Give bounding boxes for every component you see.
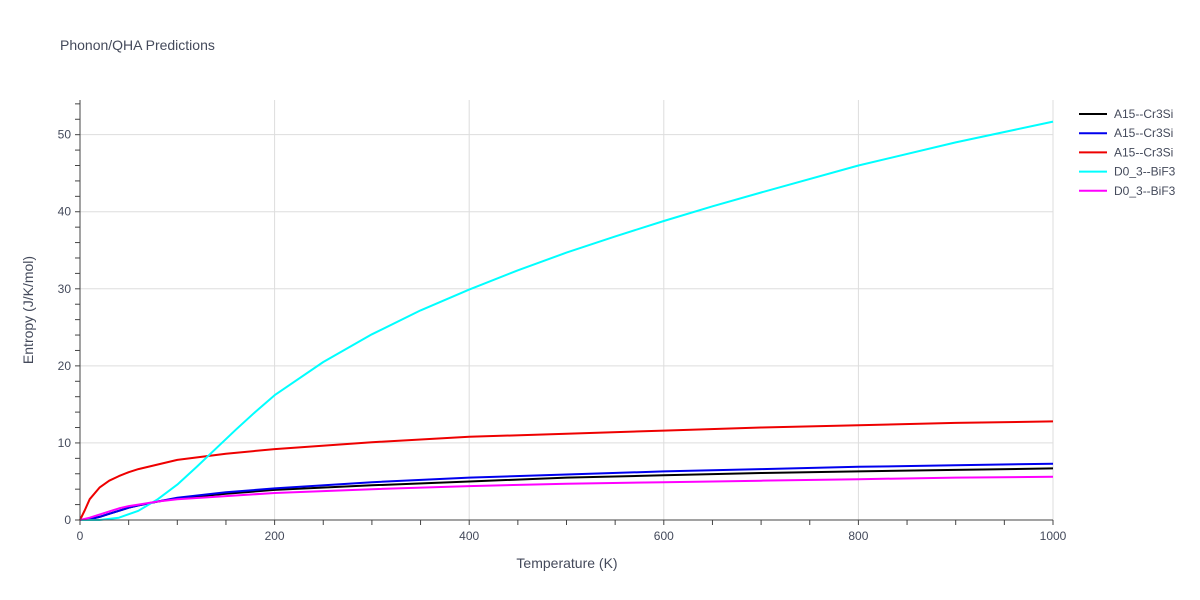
legend-item-2[interactable]: A15--Cr3Si xyxy=(1079,126,1173,140)
x-axis-title: Temperature (K) xyxy=(516,555,617,571)
y-tick-label: 20 xyxy=(58,359,72,373)
legend-label: A15--Cr3Si xyxy=(1114,145,1173,159)
legend-label: A15--Cr3Si xyxy=(1114,126,1173,140)
y-axis-title: Entropy (J/K/mol) xyxy=(20,256,36,364)
legend-item-1[interactable]: A15--Cr3Si xyxy=(1079,107,1173,121)
chart-title: Phonon/QHA Predictions xyxy=(60,37,215,53)
legend[interactable]: A15--Cr3Si A15--Cr3Si A15--Cr3Si D0_3--BiF3… xyxy=(1079,107,1176,198)
legend-item-5[interactable]: D0_3--BiF3 xyxy=(1079,184,1176,198)
x-tick-label: 200 xyxy=(265,529,285,543)
x-tick-label: 800 xyxy=(848,529,868,543)
legend-item-3[interactable]: A15--Cr3Si xyxy=(1079,145,1173,159)
series-line-5 xyxy=(79,475,1054,521)
grid xyxy=(80,100,1054,520)
legend-item-4[interactable]: D0_3--BiF3 xyxy=(1079,165,1176,179)
series-lines xyxy=(79,120,1054,521)
series-line-4 xyxy=(80,120,1054,521)
x-tick-label: 1000 xyxy=(1040,529,1067,543)
y-tick-label: 10 xyxy=(58,436,72,450)
y-tick-label: 40 xyxy=(58,205,72,219)
y-tick-label: 50 xyxy=(58,128,72,142)
x-tick-label: 0 xyxy=(77,529,84,543)
axes: 0 200 400 600 800 1000 0 10 20 30 40 50 xyxy=(58,100,1067,543)
y-tick-label: 30 xyxy=(58,282,72,296)
series-line-3 xyxy=(79,420,1054,521)
series-line-2 xyxy=(79,462,1054,521)
legend-label: A15--Cr3Si xyxy=(1114,107,1173,121)
x-tick-label: 600 xyxy=(654,529,674,543)
series-line-1 xyxy=(79,467,1054,521)
legend-label: D0_3--BiF3 xyxy=(1114,184,1176,198)
legend-label: D0_3--BiF3 xyxy=(1114,165,1176,179)
x-tick-label: 400 xyxy=(459,529,479,543)
y-tick-label: 0 xyxy=(64,513,71,527)
